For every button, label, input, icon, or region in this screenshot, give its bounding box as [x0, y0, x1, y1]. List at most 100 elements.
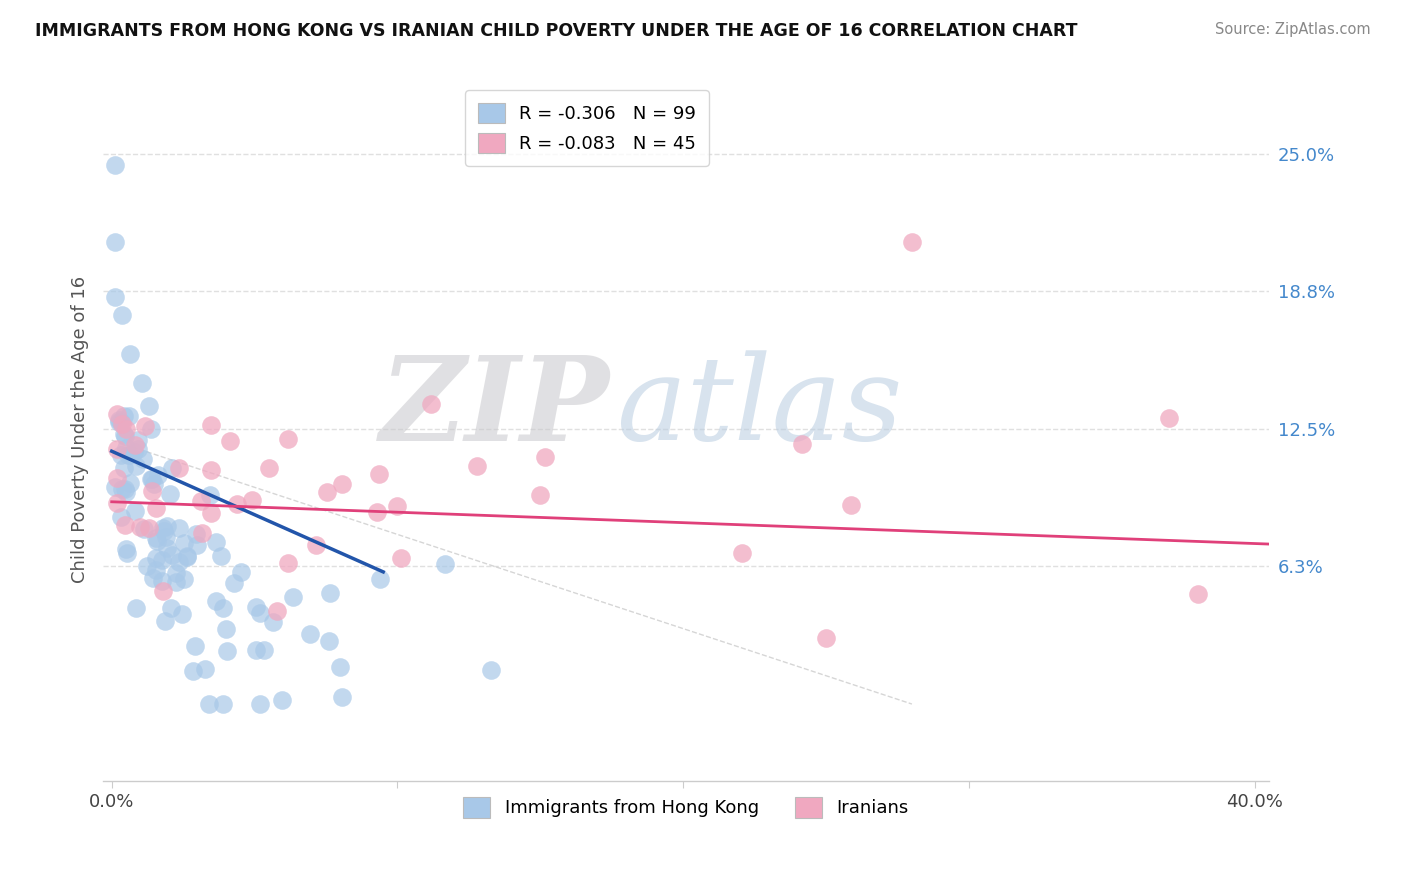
Point [176, 550, 198, 565]
Point [219, 434, 242, 448]
Point [138, 521, 160, 535]
Point [212, 601, 235, 615]
Point [104, 480, 127, 494]
Point [110, 415, 132, 429]
Point [156, 541, 179, 556]
Point [141, 472, 163, 486]
Point [125, 459, 148, 474]
Point [419, 397, 441, 411]
Point [129, 519, 152, 533]
Point [205, 534, 228, 549]
Point [152, 521, 174, 535]
Point [145, 500, 167, 515]
Point [114, 518, 136, 533]
Point [266, 604, 288, 618]
Point [115, 541, 138, 556]
Point [111, 309, 134, 323]
Point [103, 290, 125, 304]
Point [139, 422, 162, 436]
Point [118, 475, 141, 490]
Y-axis label: Child Poverty Under the Age of 16: Child Poverty Under the Age of 16 [72, 276, 89, 582]
Point [277, 432, 299, 446]
Point [114, 429, 136, 443]
Point [191, 526, 214, 541]
Point [115, 441, 138, 455]
Point [132, 452, 155, 467]
Point [120, 347, 142, 361]
Text: Source: ZipAtlas.com: Source: ZipAtlas.com [1215, 22, 1371, 37]
Point [160, 549, 183, 563]
Point [197, 697, 219, 711]
Point [283, 590, 305, 604]
Point [160, 460, 183, 475]
Point [1159, 411, 1181, 425]
Point [200, 506, 222, 520]
Point [103, 158, 125, 172]
Point [107, 407, 129, 421]
Point [107, 413, 129, 427]
Point [790, 437, 813, 451]
Point [249, 697, 271, 711]
Point [124, 504, 146, 518]
Point [222, 576, 245, 591]
Point [111, 417, 134, 431]
Point [841, 498, 863, 512]
Point [186, 538, 208, 552]
Point [529, 488, 551, 502]
Point [132, 522, 155, 536]
Point [110, 448, 132, 462]
Point [107, 442, 129, 456]
Point [366, 505, 388, 519]
Point [240, 493, 263, 508]
Point [245, 643, 267, 657]
Point [368, 467, 391, 481]
Point [117, 448, 139, 462]
Point [139, 472, 162, 486]
Point [103, 235, 125, 250]
Point [815, 631, 838, 645]
Point [114, 485, 136, 500]
Point [305, 537, 328, 551]
Point [389, 550, 412, 565]
Point [186, 527, 208, 541]
Point [465, 459, 488, 474]
Point [329, 660, 352, 674]
Point [145, 550, 167, 565]
Point [165, 574, 187, 589]
Point [153, 614, 176, 628]
Point [479, 663, 502, 677]
Point [150, 574, 173, 588]
Point [134, 418, 156, 433]
Point [198, 488, 221, 502]
Point [110, 509, 132, 524]
Point [245, 600, 267, 615]
Point [200, 418, 222, 433]
Point [136, 559, 159, 574]
Point [110, 482, 132, 496]
Point [299, 627, 322, 641]
Point [152, 583, 174, 598]
Point [107, 415, 129, 429]
Point [434, 557, 457, 571]
Point [145, 563, 167, 577]
Point [112, 409, 135, 424]
Point [155, 530, 177, 544]
Point [534, 450, 557, 464]
Point [160, 601, 183, 615]
Point [146, 534, 169, 549]
Point [1187, 587, 1209, 601]
Point [368, 572, 391, 586]
Point [190, 494, 212, 508]
Point [249, 607, 271, 621]
Point [118, 448, 141, 462]
Point [107, 496, 129, 510]
Point [318, 633, 340, 648]
Point [156, 519, 179, 533]
Point [176, 549, 198, 564]
Point [114, 482, 136, 496]
Point [112, 461, 135, 475]
Point [152, 553, 174, 567]
Point [118, 409, 141, 423]
Point [194, 662, 217, 676]
Point [200, 463, 222, 477]
